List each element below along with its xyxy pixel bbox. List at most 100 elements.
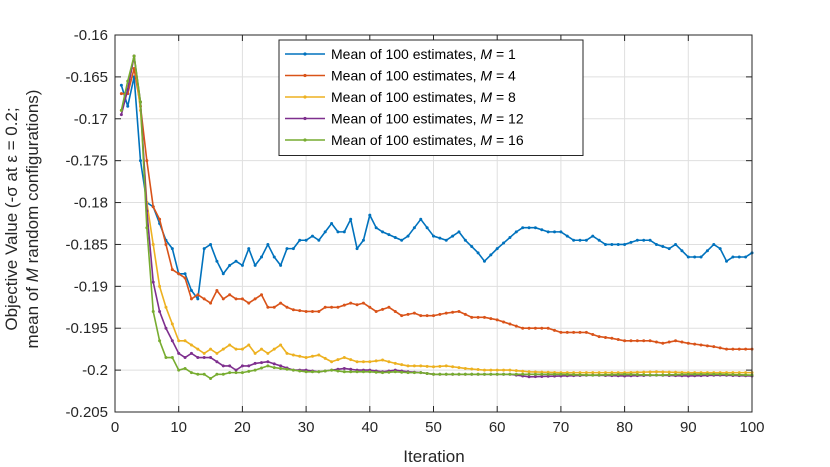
data-point (731, 373, 735, 377)
data-point (527, 326, 531, 330)
data-point (438, 312, 442, 316)
data-point (317, 238, 321, 242)
data-point (476, 315, 480, 319)
data-point (272, 255, 276, 259)
data-point (234, 371, 238, 375)
data-point (597, 335, 601, 339)
data-point (253, 297, 257, 301)
data-point (209, 347, 213, 351)
data-point (240, 347, 244, 351)
data-point (209, 376, 213, 380)
data-point (170, 356, 174, 360)
data-point (514, 372, 518, 376)
data-point (419, 217, 423, 221)
data-point (247, 247, 251, 251)
data-point (648, 238, 652, 242)
data-point (457, 309, 461, 313)
data-point (374, 309, 378, 313)
data-point (266, 242, 270, 246)
data-point (164, 305, 168, 309)
data-point (425, 226, 429, 230)
y-tick-label: -0.18 (74, 195, 108, 212)
data-point (686, 372, 690, 376)
data-point (336, 358, 340, 362)
data-point (438, 236, 442, 240)
x-tick-label: 80 (616, 419, 633, 436)
data-point (151, 242, 155, 246)
data-point (737, 371, 741, 375)
y-tick-label: -0.17 (74, 111, 108, 128)
data-point (393, 235, 397, 239)
data-point (368, 370, 372, 374)
data-point (202, 297, 206, 301)
data-point (610, 336, 614, 340)
data-point (189, 351, 193, 355)
data-point (591, 333, 595, 337)
data-point (463, 366, 467, 370)
data-point (158, 284, 162, 288)
data-point (642, 373, 646, 377)
data-point (221, 372, 225, 376)
data-point (279, 366, 283, 370)
data-point (444, 238, 448, 242)
data-point (674, 339, 678, 343)
data-point (680, 372, 684, 376)
data-point (591, 234, 595, 238)
data-point (546, 230, 550, 234)
data-point (234, 368, 238, 372)
legend-marker (303, 95, 307, 99)
data-point (623, 339, 627, 343)
data-point (342, 370, 346, 374)
data-point (521, 372, 525, 376)
data-point (705, 372, 709, 376)
data-point (674, 373, 678, 377)
data-point (145, 159, 149, 163)
data-point (374, 226, 378, 230)
data-point (744, 347, 748, 351)
data-point (489, 317, 493, 321)
data-point (744, 255, 748, 259)
data-point (253, 368, 257, 372)
data-point (138, 159, 142, 163)
data-point (451, 310, 455, 314)
data-point (158, 309, 162, 313)
data-point (196, 372, 200, 376)
data-point (368, 305, 372, 309)
data-point (285, 247, 289, 251)
data-point (540, 228, 544, 232)
data-point (381, 371, 385, 375)
data-point (502, 372, 506, 376)
data-point (151, 309, 155, 313)
data-point (731, 347, 735, 351)
data-point (266, 360, 270, 364)
legend-item-4: Mean of 100 estimates, M = 12 (285, 111, 524, 127)
data-point (508, 368, 512, 372)
data-point (597, 238, 601, 242)
data-point (565, 330, 569, 334)
data-point (718, 346, 722, 350)
data-point (177, 368, 181, 372)
data-point (495, 247, 499, 251)
data-point (240, 297, 244, 301)
y-axis-label-line2: mean of M random configurations) (23, 90, 42, 349)
data-point (674, 370, 678, 374)
data-point (355, 370, 359, 374)
data-point (285, 351, 289, 355)
data-point (272, 366, 276, 370)
data-point (381, 307, 385, 311)
data-point (126, 104, 130, 108)
data-point (584, 330, 588, 334)
data-point (718, 372, 722, 376)
data-point (444, 364, 448, 368)
data-point (406, 312, 410, 316)
data-point (361, 370, 365, 374)
data-point (183, 276, 187, 280)
data-point (533, 370, 537, 374)
data-point (177, 351, 181, 355)
data-point (444, 311, 448, 315)
data-point (183, 356, 187, 360)
data-point (463, 238, 467, 242)
data-point (266, 305, 270, 309)
data-point (330, 222, 334, 225)
